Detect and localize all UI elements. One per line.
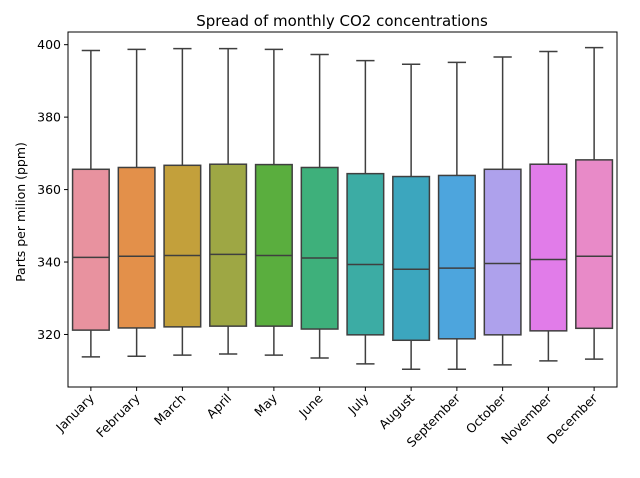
box-march — [163, 47, 202, 356]
y-tick-label: 340 — [37, 255, 61, 270]
iqr-box — [117, 166, 156, 329]
box-august — [392, 63, 431, 370]
y-tick-label: 400 — [37, 37, 61, 52]
y-axis-label: Parts per milion (ppm) — [13, 142, 28, 282]
iqr-box — [346, 172, 385, 336]
y-tick-label: 360 — [37, 182, 61, 197]
box-june — [300, 53, 339, 359]
iqr-box — [163, 164, 202, 328]
box-february — [117, 48, 156, 357]
boxes-group — [71, 46, 614, 370]
iqr-box — [575, 159, 614, 330]
box-may — [254, 48, 293, 356]
y-tick-label: 380 — [37, 110, 61, 125]
box-november — [529, 50, 568, 362]
iqr-box — [437, 174, 476, 340]
iqr-box — [392, 175, 431, 342]
iqr-box — [529, 163, 568, 332]
plot-frame — [67, 31, 618, 388]
iqr-box — [209, 163, 248, 327]
box-april — [209, 47, 248, 355]
box-september — [437, 61, 476, 370]
box-january — [71, 49, 110, 358]
iqr-box — [71, 168, 110, 331]
box-july — [346, 59, 385, 365]
chart-title: Spread of monthly CO2 concentrations — [196, 12, 488, 30]
box-october — [483, 56, 522, 366]
box-december — [575, 46, 614, 360]
y-tick-label: 320 — [37, 327, 61, 342]
iqr-box — [483, 168, 522, 336]
iqr-box — [254, 163, 293, 327]
iqr-box — [300, 166, 339, 330]
y-axis: 320 340 360 380 400 — [37, 37, 68, 342]
